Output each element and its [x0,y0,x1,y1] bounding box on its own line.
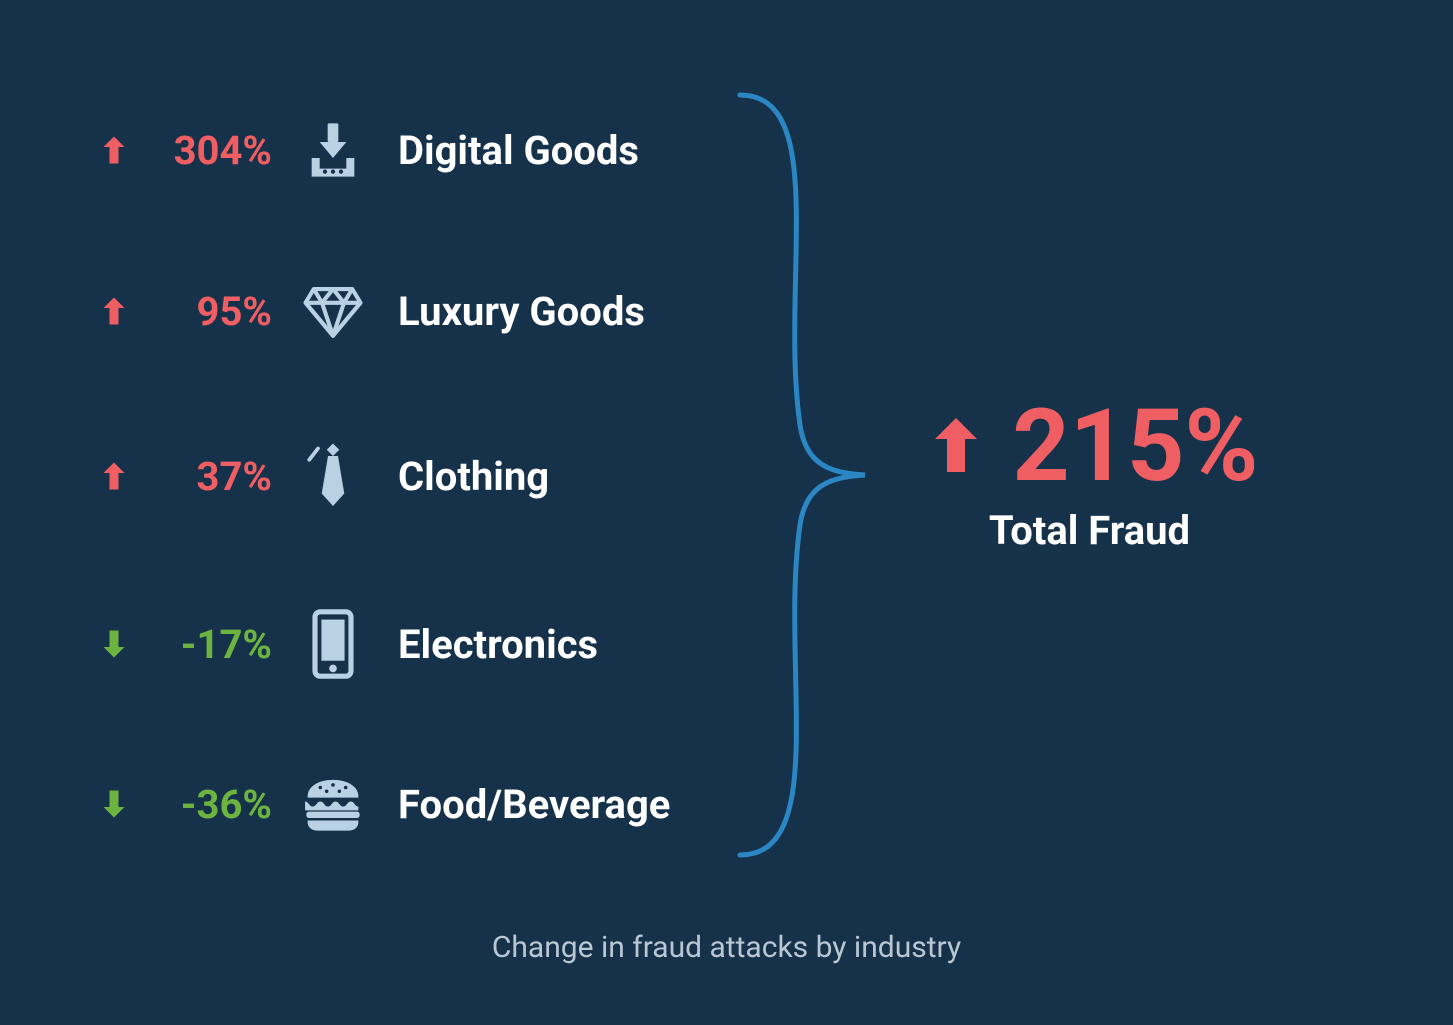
curly-brace-icon [690,75,910,875]
industry-label: Electronics [388,621,598,668]
total-line: 215% [920,397,1258,497]
industry-row: -17% Electronics [90,608,670,680]
total-block: 215% Total Fraud [920,397,1258,554]
pct-value: -17% [138,621,278,668]
industry-label: Food/Beverage [388,781,670,828]
arrow-up-icon [920,409,992,485]
industry-label: Digital Goods [388,127,639,174]
arrow-up-icon [90,132,138,168]
arrow-up-icon [90,293,138,329]
industry-row: 37% Clothing [90,440,670,512]
pct-value: 304% [138,127,278,174]
diamond-icon [278,278,388,344]
pct-value: -36% [138,781,278,828]
phone-icon [278,608,388,680]
pct-value: 95% [138,288,278,335]
industry-row: 304% Digital Goods [90,118,670,182]
tie-icon [278,440,388,512]
industry-label: Luxury Goods [388,288,645,335]
total-pct: 215% [1012,397,1258,497]
arrow-down-icon [90,626,138,662]
download-icon [278,118,388,182]
caption: Change in fraud attacks by industry [0,930,1453,965]
pct-value: 37% [138,453,278,500]
industry-row: 95% Luxury Goods [90,278,670,344]
arrow-down-icon [90,786,138,822]
industry-label: Clothing [388,453,549,500]
burger-icon [278,776,388,832]
total-label: Total Fraud [989,507,1190,554]
industry-list: 304% Digital Goods 95% [90,118,670,832]
infographic-container: 304% Digital Goods 95% [0,0,1453,880]
industry-row: -36% Food/Beverage [90,776,670,832]
arrow-up-icon [90,458,138,494]
